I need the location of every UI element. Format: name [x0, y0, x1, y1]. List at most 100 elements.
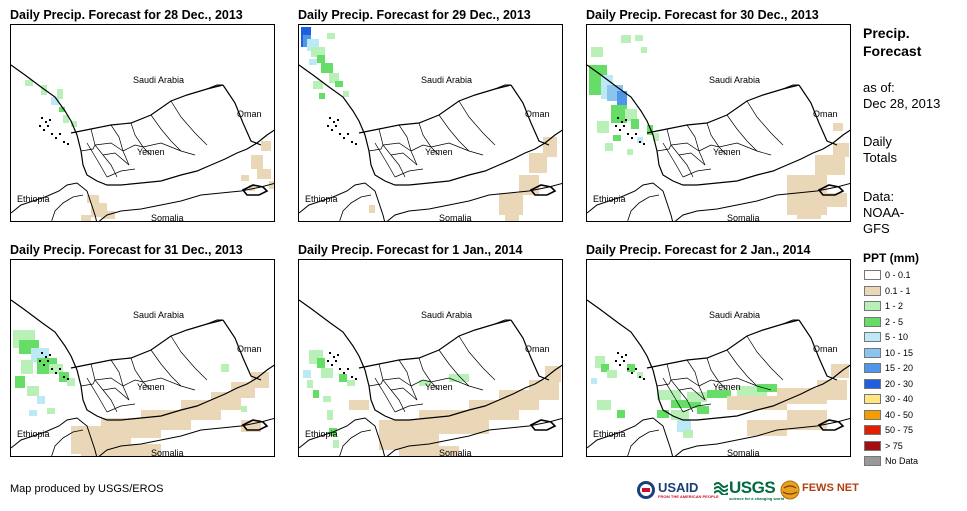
oman-border: [510, 319, 550, 381]
legend-label: 1 - 2: [885, 301, 904, 311]
precip-cell: [321, 63, 333, 73]
precip-cell: [787, 410, 827, 430]
country-label-ethiopia: Ethiopia: [593, 194, 626, 204]
somalia-coast: [386, 418, 562, 456]
governorate-border: [374, 142, 396, 178]
legend-label: No Data: [885, 456, 919, 466]
coastline: [11, 299, 274, 421]
red-sea-island: [347, 133, 349, 135]
oman-north-border: [782, 84, 799, 90]
precip-cell: [683, 430, 693, 438]
governorate-border: [698, 144, 720, 152]
country-label-saudi-arabia: Saudi Arabia: [709, 75, 760, 85]
red-sea-island: [343, 372, 345, 374]
precip-cell: [81, 215, 91, 221]
governorate-border: [678, 152, 706, 166]
sidebar-title-line1: Precip.: [863, 25, 910, 41]
panel-title: Daily Precip. Forecast for 30 Dec., 2013: [586, 8, 819, 22]
precip-cell: [419, 380, 431, 386]
map-svg: Saudi Arabia Oman Yemen Ethiopia Somalia: [11, 64, 274, 222]
africa-coast: [587, 182, 674, 221]
red-sea-island: [339, 133, 341, 135]
legend-label: 0.1 - 1: [885, 285, 911, 296]
forecast-panel-3: Daily Precip. Forecast for 30 Dec., 2013…: [586, 7, 861, 222]
map-svg: Saudi Arabia Oman Yemen Ethiopia Somalia: [11, 299, 274, 456]
country-label-ethiopia: Ethiopia: [305, 194, 338, 204]
red-sea-island: [617, 352, 619, 354]
governorate-border: [398, 359, 418, 401]
country-label-oman: Oman: [237, 344, 262, 354]
governorate-border: [94, 377, 124, 387]
saudi-yemen-border: [358, 319, 512, 369]
panel-title: Daily Precip. Forecast for 31 Dec., 2013: [10, 243, 243, 257]
country-label-saudi-arabia: Saudi Arabia: [133, 310, 184, 320]
governorate-border: [382, 377, 412, 387]
governorate-border: [706, 357, 728, 391]
usaid-tagline: FROM THE AMERICAN PEOPLE: [658, 494, 719, 499]
precip-cell: [499, 193, 523, 215]
red-sea-island: [43, 129, 45, 131]
ethiopia-border: [339, 194, 372, 221]
governorate-border: [670, 142, 700, 152]
red-sea-island: [67, 143, 69, 145]
precip-cell: [591, 47, 603, 57]
precip-cell: [449, 374, 469, 382]
precip-cell: [601, 364, 609, 372]
legend-item: 5 - 10: [864, 330, 959, 346]
precip-map: Saudi Arabia Oman Yemen Ethiopia Somalia: [298, 259, 563, 457]
country-label-saudi-arabia: Saudi Arabia: [133, 75, 184, 85]
country-label-saudi-arabia: Saudi Arabia: [421, 75, 472, 85]
governorate-border: [102, 387, 130, 401]
precip-cell: [747, 420, 787, 436]
coastline: [299, 299, 562, 421]
precip-cell: [321, 368, 333, 378]
country-label-yemen: Yemen: [425, 382, 453, 392]
precip-cell: [327, 410, 333, 420]
precip-cell: [59, 107, 65, 112]
governorate-border: [656, 144, 672, 152]
country-label-saudi-arabia: Saudi Arabia: [709, 310, 760, 320]
precip-cell: [831, 364, 849, 378]
map-svg: Saudi Arabia Oman Yemen Ethiopia Somalia: [299, 299, 562, 456]
usgs-wave-icon: [714, 482, 728, 495]
forecast-panel-2: Daily Precip. Forecast for 29 Dec., 2013…: [298, 7, 573, 222]
socotra-island: [241, 184, 269, 196]
governorate-border: [398, 124, 418, 166]
precip-cell: [329, 73, 339, 83]
data-source: Data: NOAA- GFS: [863, 189, 904, 237]
red-sea-island: [343, 137, 345, 139]
saudi-yemen-border: [646, 84, 800, 134]
panel-title: Daily Precip. Forecast for 1 Jan., 2014: [298, 243, 523, 257]
oman-north-border: [782, 319, 799, 325]
precip-cell: [399, 446, 459, 456]
precip-map: Saudi Arabia Oman Yemen Ethiopia Somalia: [10, 259, 275, 457]
precip-cell: [29, 410, 37, 416]
legend-item: 2 - 5: [864, 315, 959, 331]
legend-item: 0.1 - 1: [864, 284, 959, 300]
country-label-oman: Oman: [813, 109, 838, 119]
precip-cell: [349, 400, 369, 410]
legend-swatch: [864, 394, 881, 404]
legend-swatch: [864, 332, 881, 342]
red-sea-island: [51, 133, 53, 135]
precip-cell: [815, 155, 845, 175]
oman-border: [798, 319, 838, 381]
precip-cell: [261, 141, 271, 151]
precip-cell: [21, 360, 33, 374]
precip-cell: [627, 149, 633, 155]
red-sea-island: [327, 125, 329, 127]
precip-cell: [657, 410, 669, 418]
country-label-somalia: Somalia: [151, 213, 184, 222]
precip-cell: [529, 153, 547, 173]
governorate-border: [102, 152, 130, 166]
governorate-border: [80, 144, 96, 152]
legend-swatch: [864, 378, 881, 389]
legend-item: 15 - 20: [864, 361, 959, 377]
precip-cell: [327, 33, 335, 39]
precip-cell: [671, 410, 689, 420]
governorate-border: [682, 403, 712, 413]
legend-swatch: [864, 425, 881, 435]
country-label-oman: Oman: [813, 344, 838, 354]
governorate-border: [430, 377, 484, 391]
red-sea-island: [635, 368, 637, 370]
